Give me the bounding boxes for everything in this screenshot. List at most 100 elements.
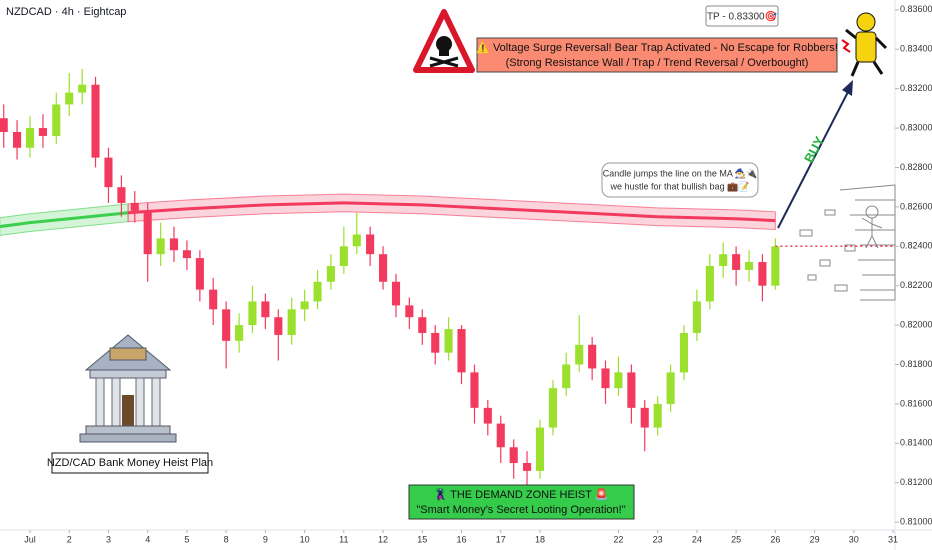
plan-label: NZD/CAD Bank Money Heist Plan [47, 457, 213, 469]
plot-area [0, 68, 895, 487]
candle-body [339, 246, 348, 266]
candle-body [235, 325, 244, 341]
candle-body [104, 157, 113, 188]
ma-line [127, 201, 776, 223]
candle-body [457, 329, 466, 373]
bank-icon [79, 334, 177, 443]
x-tick-label: 5 [184, 534, 189, 544]
y-tick-label: 0.81000 [900, 516, 932, 526]
candle-body [745, 262, 754, 270]
candle-body [588, 344, 597, 369]
candle-body [195, 258, 204, 290]
candle-body [13, 132, 22, 148]
candle-body [117, 187, 126, 203]
candle-body [719, 254, 728, 266]
buy-arrow [777, 80, 853, 229]
callout-text: Candle jumps the line on the MA 🧙‍♂️🔌 [603, 167, 758, 178]
candle-body [25, 128, 35, 148]
y-tick-label: 0.81400 [900, 438, 932, 448]
x-tick-label: 4 [145, 534, 150, 544]
candle-body [575, 344, 584, 365]
candle-body [222, 309, 231, 341]
candle-body [692, 301, 701, 333]
y-tick-label: 0.82200 [900, 280, 932, 290]
candle-body [522, 463, 532, 471]
candle-body [548, 388, 557, 428]
candle-body [431, 332, 440, 353]
y-tick-label: 0.83400 [900, 44, 932, 54]
candle-body [143, 210, 152, 255]
candle-body [156, 238, 165, 255]
candle-body [705, 265, 714, 302]
candle-body [444, 329, 453, 353]
x-tick-label: 25 [731, 534, 741, 544]
candle-body [209, 289, 218, 310]
candle-body [627, 372, 636, 408]
x-tick-label: 30 [849, 534, 859, 544]
y-tick-label: 0.83200 [900, 83, 932, 93]
candle-body [418, 317, 427, 333]
candle-body [601, 368, 610, 389]
x-tick-label: 24 [692, 534, 702, 544]
zone-box [408, 484, 635, 520]
candle-body [509, 447, 518, 464]
x-tick-label: 23 [653, 534, 663, 544]
x-tick-label: 26 [770, 534, 780, 544]
candle-body [130, 202, 139, 211]
candle-body [614, 372, 623, 389]
warning-text: (Strong Resistance Wall / Trap / Trend R… [506, 57, 809, 69]
callout-text: we hustle for that bullish bag 💼📝 [610, 180, 750, 191]
candle-body [352, 234, 361, 247]
y-tick-label: 0.82600 [900, 201, 932, 211]
chart-title: NZDCAD · 4h · Eightcap [6, 6, 126, 18]
target-label: TP - 0.83300🎯 [707, 11, 778, 23]
x-tick-label: 15 [417, 534, 427, 544]
y-tick-label: 0.82000 [900, 319, 932, 329]
callout-box [601, 162, 759, 198]
candle-body [483, 407, 492, 424]
candle-body [274, 317, 283, 335]
candle-body [169, 238, 179, 251]
x-tick-label: 9 [263, 534, 268, 544]
candle-body [496, 423, 505, 448]
candle-body [640, 407, 649, 428]
candle-body [653, 403, 662, 428]
candle-body [38, 128, 48, 136]
candle-body [366, 234, 375, 255]
candle-body [287, 309, 296, 335]
candle-body [0, 118, 8, 133]
warning-icon [413, 9, 475, 73]
candle-body [535, 427, 545, 471]
robber-icon [841, 12, 888, 77]
candle-body [261, 301, 270, 318]
candle-body [391, 281, 401, 306]
target-box [705, 5, 779, 27]
x-tick-label: 3 [106, 534, 111, 544]
plan-box [51, 452, 209, 474]
x-tick-label: 8 [224, 534, 229, 544]
x-tick-label: Jul [24, 534, 36, 544]
candle-body [379, 254, 388, 282]
candle-body [300, 301, 309, 310]
zone-text: "Smart Money's Secret Looting Operation!… [416, 504, 625, 516]
x-tick-label: 16 [457, 534, 467, 544]
y-tick-label: 0.83000 [900, 122, 932, 132]
candle-body [405, 305, 414, 318]
candle-body [470, 372, 479, 408]
candle-body [732, 254, 741, 270]
y-tick-label: 0.81200 [900, 477, 932, 487]
ma-line [0, 211, 129, 229]
x-tick-label: 12 [378, 534, 388, 544]
x-tick-label: 17 [496, 534, 506, 544]
candle-body [771, 246, 780, 286]
candle-body [666, 372, 675, 404]
candle-body [65, 92, 74, 105]
candle-body [326, 265, 335, 282]
candle-body [679, 332, 689, 373]
candle-body [758, 262, 767, 286]
x-tick-label: 31 [888, 534, 898, 544]
y-tick-label: 0.83600 [900, 4, 932, 14]
warning-box [476, 37, 838, 73]
x-tick-label: 11 [339, 534, 348, 544]
